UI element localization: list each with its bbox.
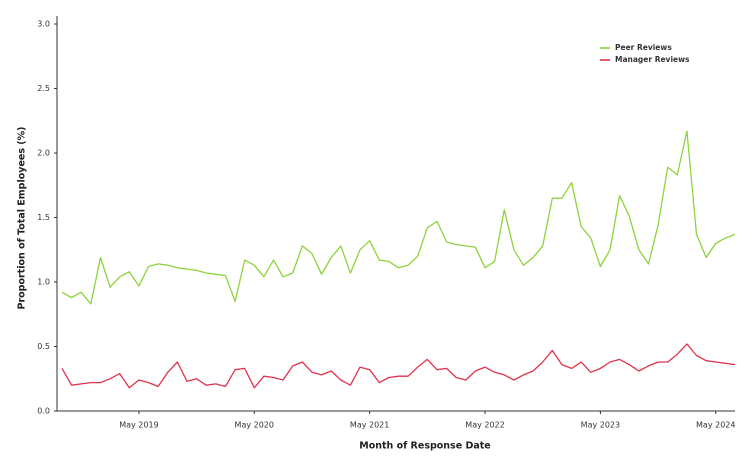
line-series [61,343,736,389]
x-tick-label: May 2023 [581,421,620,430]
line-series [61,130,736,305]
x-tick-label: May 2022 [465,421,504,430]
y-tick-label: 0.0 [37,407,50,416]
y-tick-label: 1.5 [37,213,50,222]
y-tick-label: 2.0 [37,149,50,158]
y-tick-label: 0.5 [37,342,50,351]
x-axis-title: Month of Response Date [359,441,491,452]
x-tick-label: May 2020 [235,421,274,430]
x-tick-label: May 2021 [350,421,389,430]
y-tick-label: 2.5 [37,84,50,93]
y-tick-label: 3.0 [37,20,50,29]
legend-label: Peer Reviews [615,43,672,52]
y-tick-label: 1.0 [37,278,50,287]
legend-label: Manager Reviews [615,55,690,64]
x-tick-label: May 2019 [119,421,158,430]
x-tick-label: May 2024 [696,421,735,430]
y-axis-title: Proportion of Total Employees (%) [17,126,28,309]
